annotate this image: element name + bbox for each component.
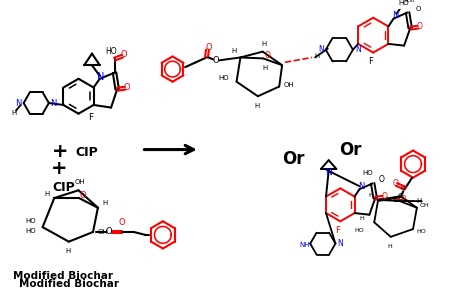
Text: HO: HO — [398, 0, 409, 6]
Text: N: N — [325, 168, 332, 177]
Text: O: O — [392, 179, 399, 188]
Text: O: O — [105, 227, 112, 237]
Text: O: O — [80, 191, 86, 200]
Text: N: N — [51, 99, 57, 107]
Text: HO: HO — [26, 218, 36, 224]
Text: HO: HO — [26, 228, 36, 234]
Text: O: O — [398, 193, 403, 201]
Text: O: O — [265, 51, 271, 60]
Text: Modified Biochar: Modified Biochar — [19, 279, 119, 289]
Text: O: O — [205, 43, 212, 52]
Text: Modified Biochar: Modified Biochar — [13, 271, 113, 281]
Text: HO: HO — [355, 227, 365, 232]
Text: H: H — [11, 110, 17, 116]
Text: +: + — [52, 142, 68, 161]
Text: H: H — [368, 193, 373, 198]
Text: O: O — [121, 50, 128, 59]
Text: NH: NH — [299, 242, 310, 248]
Text: N: N — [97, 72, 104, 82]
Text: N: N — [16, 99, 22, 107]
Text: O: O — [119, 218, 126, 227]
Text: O: O — [378, 175, 384, 184]
Text: N: N — [337, 239, 343, 248]
Text: HO: HO — [363, 170, 373, 176]
Text: H: H — [65, 248, 71, 254]
Text: CIP: CIP — [75, 146, 98, 159]
Text: F: F — [368, 57, 373, 66]
Text: H: H — [387, 244, 392, 249]
Text: OH: OH — [74, 178, 85, 185]
Text: O: O — [416, 6, 421, 12]
Text: Or: Or — [339, 140, 361, 158]
Text: H: H — [44, 191, 49, 197]
Text: CIP: CIP — [52, 181, 75, 194]
Text: OH: OH — [98, 229, 108, 235]
Text: HO: HO — [416, 230, 426, 235]
Text: +: + — [51, 160, 67, 178]
Text: OH: OH — [283, 82, 294, 88]
Text: H: H — [254, 103, 260, 109]
Text: OH: OH — [420, 203, 429, 208]
Text: H: H — [231, 48, 236, 54]
Text: O: O — [213, 56, 219, 65]
Text: H: H — [400, 186, 405, 191]
Text: HO: HO — [105, 47, 117, 56]
Text: H: H — [314, 53, 319, 60]
Text: N: N — [392, 11, 399, 20]
Text: F: F — [89, 113, 94, 122]
Text: HO: HO — [219, 75, 229, 81]
Text: H: H — [263, 65, 268, 71]
Text: Or: Or — [282, 150, 304, 168]
Text: H: H — [359, 216, 364, 221]
Text: acid: acid — [404, 0, 415, 3]
Text: N: N — [358, 182, 365, 191]
Text: O: O — [382, 192, 388, 201]
Text: F: F — [335, 226, 340, 235]
Text: N: N — [355, 45, 361, 54]
Text: H: H — [102, 200, 107, 206]
Text: O: O — [124, 83, 130, 92]
Text: O: O — [417, 22, 423, 31]
Text: H: H — [416, 198, 421, 204]
Text: N: N — [318, 45, 324, 54]
Text: H: H — [261, 41, 266, 47]
Text: O: O — [401, 195, 406, 201]
